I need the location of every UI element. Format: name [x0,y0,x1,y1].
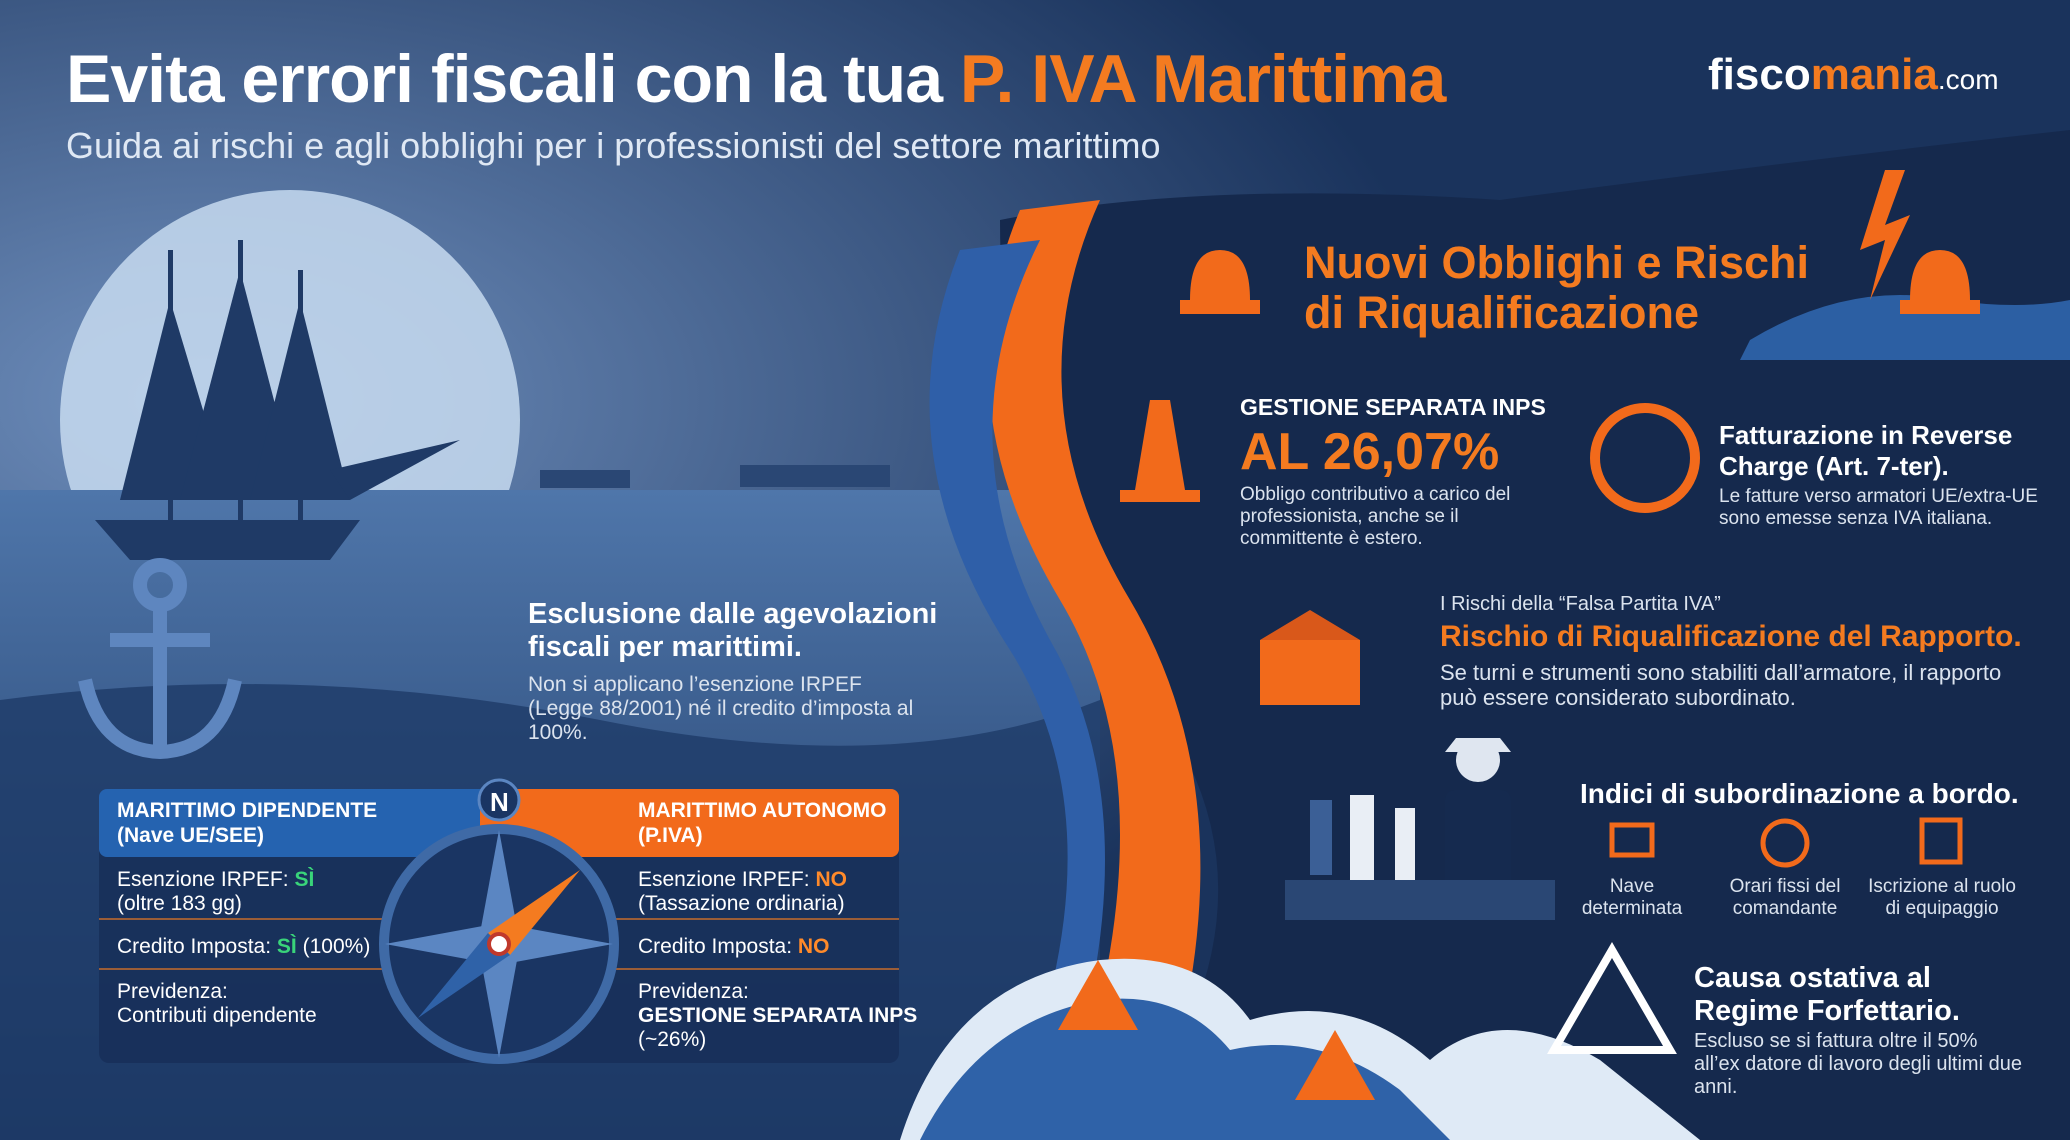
dip-row: Previdenza: Contributi dipendente [117,980,317,1028]
text: fisco [1708,50,1811,99]
text: Esenzione IRPEF: [117,868,289,891]
exclusion-text: Non si applicano l’esenzione IRPEF (Legg… [528,673,914,745]
text: (Nave UE/SEE) [117,824,265,848]
anchor [78,558,242,760]
text: Regime Forfettario. [1694,995,1960,1028]
compass-label: N [490,787,509,817]
indici-item: Nave determinata [1581,876,1683,919]
text: (P.IVA) [638,824,703,848]
dipendente-header: MARITTIMO DIPENDENTE (Nave UE/SEE) [117,798,377,848]
text: Contributi dipendente [117,1004,317,1028]
text: (100%) [302,935,371,958]
text: Esenzione IRPEF: [638,868,810,891]
subtitle: Guida ai rischi e agli obblighi per i pr… [66,125,1161,166]
aut-row: Credito Imposta: NO [638,935,829,959]
text: di Riqualificazione [1304,286,1700,338]
text: (~26%) [638,1028,707,1052]
text: Fatturazione in Reverse [1719,420,2013,450]
text: .com [1937,64,1999,95]
text: (Tassazione ordinaria) [638,892,845,916]
dip-row: Esenzione IRPEF: SÌ (oltre 183 gg) [117,868,314,916]
text: Previdenza: [117,980,228,1003]
falsa-text: Se turni e strumenti sono stabiliti dall… [1440,660,2002,711]
text: P. IVA Marittima [959,41,1446,117]
inps-text: Obbligo contributivo a carico del profes… [1240,484,1511,549]
aut-row: Esenzione IRPEF: NO (Tassazione ordinaria… [638,868,847,916]
text: MARITTIMO DIPENDENTE [117,799,378,822]
text: Credito Imposta: [638,935,793,958]
text: Esclusione dalle agevolazioni [528,598,938,630]
ship [95,240,460,560]
indici-item: Orari fissi del comandante [1729,876,1841,919]
brand: fiscomania.com [1708,50,1999,100]
text: Previdenza: [638,980,749,1003]
ostativa-title: Causa ostativa al Regime Forfettario. [1694,962,1960,1029]
text: Nuovi Obblighi e Rischi [1304,237,1810,288]
text: NO [797,935,830,958]
text: Credito Imposta: [117,935,272,958]
text: mania [1810,50,1938,99]
title: Evita errori fiscali con la tua P. IVA M… [66,40,1446,118]
risks-title: Nuovi Obblighi e Rischi di Riqualificazio… [1304,238,1809,337]
text: SÌ [276,935,297,958]
inps-label: GESTIONE SEPARATA INPS [1240,394,1546,420]
falsa-kicker: I Rischi della “Falsa Partita IVA” [1440,593,1721,615]
ostativa-text: Escluso se si fattura oltre il 50% all’e… [1694,1030,2022,1098]
text: fiscali per marittimi. [528,631,802,664]
text: GESTIONE SEPARATA INPS [638,1004,918,1028]
reverse-text: Le fatture verso armatori UE/extra-UE so… [1719,486,2038,529]
text: SÌ [294,868,315,891]
exclusion-title: Esclusione dalle agevolazioni fiscali per… [528,598,937,665]
text: (oltre 183 gg) [117,892,242,916]
aut-row: Previdenza: GESTIONE SEPARATA INPS (~26%) [638,980,917,1052]
text: NO [815,868,847,891]
text: Evita errori fiscali con la tua [66,41,943,117]
autonomo-header: MARITTIMO AUTONOMO (P.IVA) [638,798,886,848]
falsa-title: Rischio di Riqualificazione del Rapporto… [1440,620,2022,653]
indici-title: Indici di subordinazione a bordo. [1580,778,2019,809]
compass [379,778,619,1064]
reverse-title: Fatturazione in Reverse Charge (Art. 7-te… [1719,420,2012,482]
text: MARITTIMO AUTONOMO [638,799,887,822]
dip-row: Credito Imposta: SÌ (100%) [117,935,370,959]
inps-value: AL 26,07% [1240,423,1500,481]
indici-item: Iscrizione al ruolo di equipaggio [1868,876,2016,919]
text: Causa ostativa al [1694,962,1931,994]
text: Charge (Art. 7-ter). [1719,451,1949,482]
